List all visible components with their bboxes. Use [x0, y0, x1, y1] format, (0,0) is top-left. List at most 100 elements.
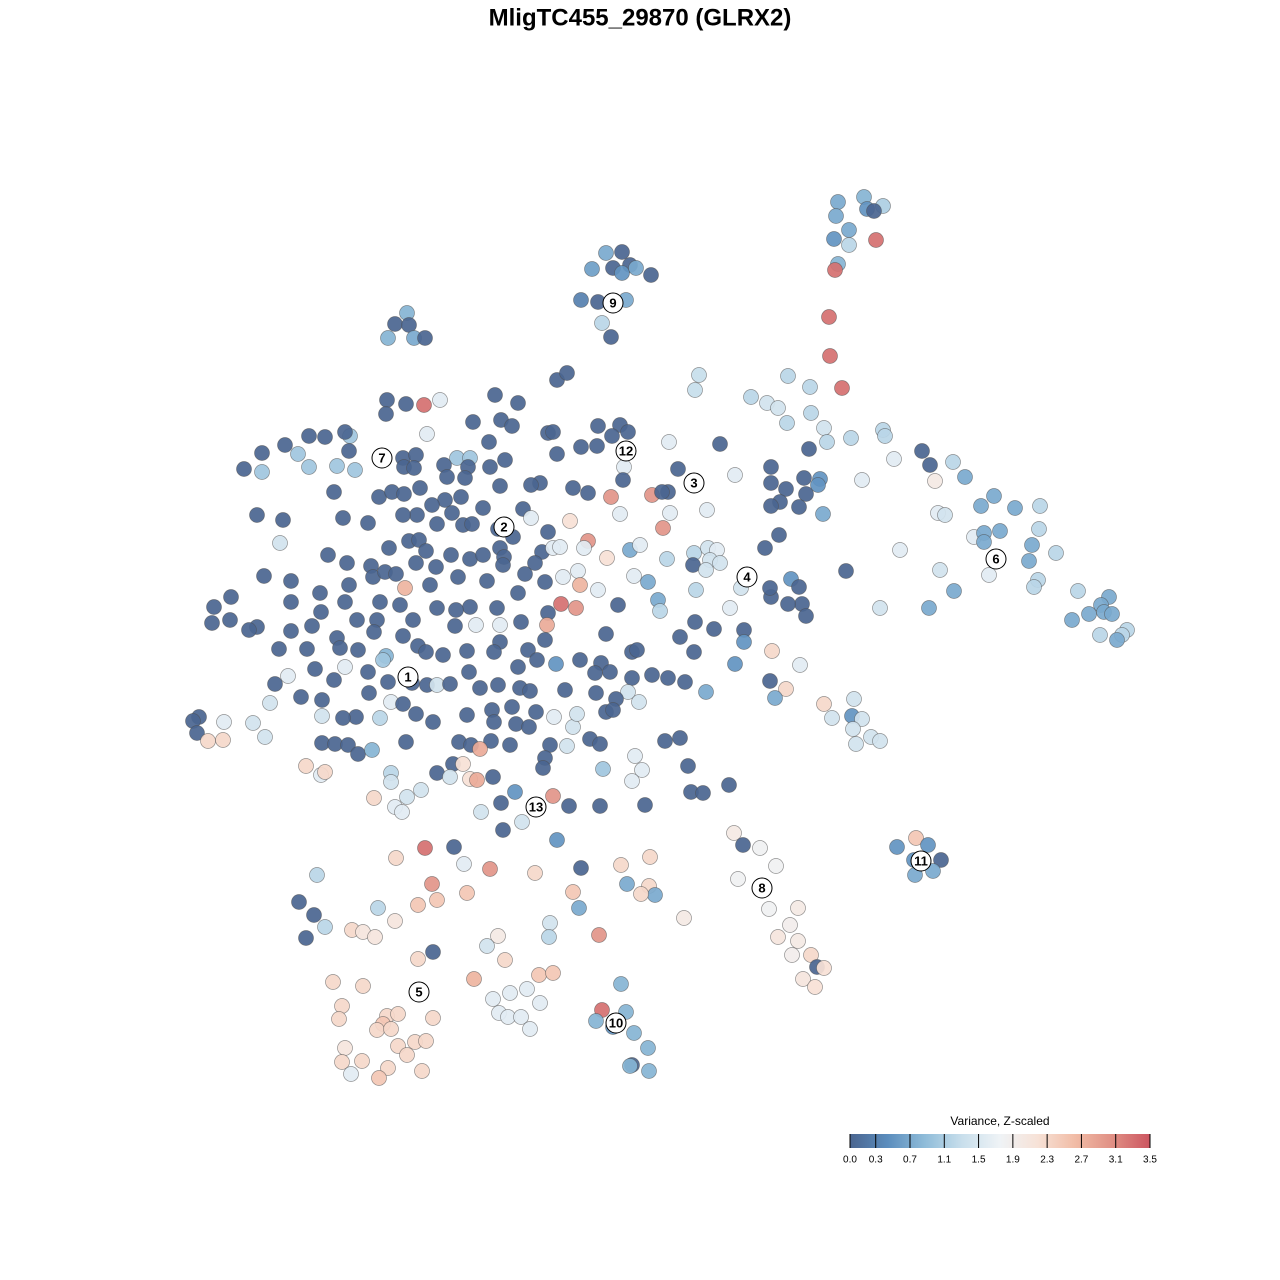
point [614, 244, 630, 260]
point [866, 203, 882, 219]
point [429, 892, 445, 908]
point [527, 555, 543, 571]
point [976, 534, 992, 550]
colorbar-tick-label: 2.3 [1040, 1155, 1054, 1166]
point [816, 960, 832, 976]
point [568, 600, 584, 616]
point [337, 1040, 353, 1056]
point [317, 764, 333, 780]
point [922, 457, 938, 473]
point [641, 1063, 657, 1079]
point [475, 547, 491, 563]
colorbar [850, 1134, 1150, 1148]
cluster-label-badge [751, 877, 773, 899]
point [412, 480, 428, 496]
point [254, 445, 270, 461]
point [838, 563, 854, 579]
cluster-label: 2 [500, 519, 507, 534]
point [576, 540, 592, 556]
point [486, 714, 502, 730]
cluster-label-badge [397, 666, 419, 688]
point [843, 430, 859, 446]
point [479, 938, 495, 954]
point [957, 469, 973, 485]
point [770, 400, 786, 416]
colorbar-tick-label: 1.5 [972, 1155, 986, 1166]
point [763, 475, 779, 491]
point [1032, 498, 1048, 514]
cluster-label-badge [985, 548, 1007, 570]
cluster-label-badge [525, 796, 547, 818]
point [687, 382, 703, 398]
point [429, 765, 445, 781]
point [335, 710, 351, 726]
point [727, 467, 743, 483]
point [398, 734, 414, 750]
point [603, 489, 619, 505]
point [424, 876, 440, 892]
point [388, 850, 404, 866]
point [633, 886, 649, 902]
point [204, 615, 220, 631]
point [479, 573, 495, 589]
point [395, 507, 411, 523]
point [298, 758, 314, 774]
point [395, 628, 411, 644]
point [986, 488, 1002, 504]
point [275, 512, 291, 528]
point [309, 867, 325, 883]
point [727, 656, 743, 672]
point [277, 437, 293, 453]
point [761, 901, 777, 917]
point [637, 797, 653, 813]
point [614, 265, 630, 281]
point [691, 367, 707, 383]
point [331, 1011, 347, 1027]
point [307, 661, 323, 677]
point [712, 555, 728, 571]
point [822, 348, 838, 364]
point [249, 507, 265, 523]
point [603, 329, 619, 345]
point [408, 706, 424, 722]
point [819, 434, 835, 450]
point [492, 617, 508, 633]
point [504, 418, 520, 434]
point [417, 840, 433, 856]
point [513, 614, 529, 630]
point [626, 1025, 642, 1041]
point [504, 699, 520, 715]
point [425, 1010, 441, 1026]
point [672, 730, 688, 746]
point [422, 577, 438, 593]
cluster-label-badge [683, 472, 705, 494]
point [502, 985, 518, 1001]
cluster-label: 7 [378, 450, 385, 465]
point [370, 900, 386, 916]
point [283, 623, 299, 639]
point [372, 594, 388, 610]
point [314, 708, 330, 724]
point [510, 585, 526, 601]
cluster-label: 8 [758, 880, 765, 895]
point [981, 567, 997, 583]
point [591, 927, 607, 943]
point [325, 974, 341, 990]
point [654, 484, 670, 500]
colorbar-tick-label: 3.5 [1143, 1155, 1157, 1166]
point [529, 652, 545, 668]
point [337, 659, 353, 675]
point [782, 917, 798, 933]
cluster-label: 9 [609, 295, 616, 310]
point [361, 685, 377, 701]
point [937, 507, 953, 523]
point [631, 694, 647, 710]
point [222, 612, 238, 628]
point [396, 486, 412, 502]
cluster-label: 12 [619, 443, 633, 458]
point [329, 458, 345, 474]
point [752, 840, 768, 856]
point [448, 602, 464, 618]
point [778, 681, 794, 697]
point [573, 292, 589, 308]
